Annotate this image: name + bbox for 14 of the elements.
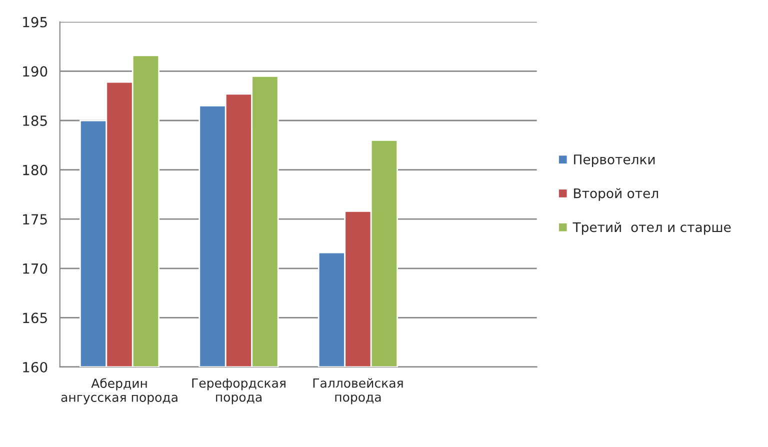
legend-label: Второй отел	[574, 188, 658, 201]
y-tick-label: 165	[23, 312, 47, 324]
y-tick-label: 170	[23, 263, 48, 274]
legend-label: Третий отел и старше	[572, 222, 731, 235]
x-tick-label: Герефордская порода	[192, 378, 286, 404]
y-tick-label: 160	[23, 362, 48, 372]
y-tick-label: 185	[23, 115, 47, 126]
x-tick-label: Абердин ангусская порода	[61, 378, 178, 404]
y-tick-label: 195	[23, 16, 47, 28]
legend-label: Первотелки	[574, 154, 655, 167]
y-tick-label: 190	[23, 66, 48, 77]
x-tick-label: Галловейская порода	[313, 378, 403, 404]
y-tick-label: 180	[23, 164, 48, 176]
y-tick-label: 175	[23, 214, 47, 225]
